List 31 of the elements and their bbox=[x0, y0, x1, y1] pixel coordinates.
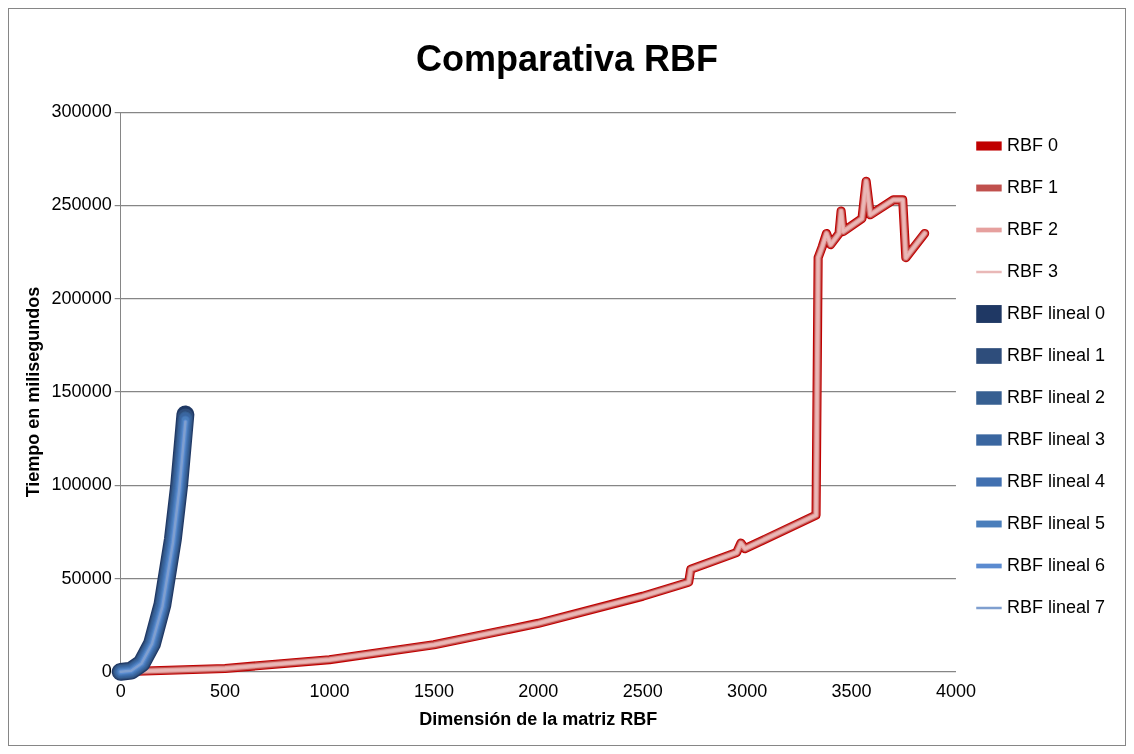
legend-label: RBF lineal 2 bbox=[1006, 386, 1105, 407]
legend-label: RBF lineal 5 bbox=[1006, 512, 1105, 533]
x-tick-label: 3500 bbox=[831, 680, 872, 701]
x-tick-label: 2500 bbox=[622, 680, 663, 701]
y-tick-label: 100000 bbox=[51, 474, 112, 495]
legend-label: RBF lineal 1 bbox=[1006, 344, 1105, 365]
y-tick-label: 50000 bbox=[61, 567, 112, 588]
x-tick-label: 500 bbox=[210, 680, 241, 701]
y-tick-label: 150000 bbox=[51, 380, 112, 401]
legend-label: RBF lineal 0 bbox=[1006, 302, 1105, 323]
y-tick-label: 250000 bbox=[51, 194, 112, 215]
legend-label: RBF lineal 3 bbox=[1006, 428, 1105, 449]
legend-label: RBF 3 bbox=[1006, 260, 1058, 281]
x-tick-label: 3000 bbox=[727, 680, 768, 701]
x-tick-label: 1500 bbox=[413, 680, 454, 701]
x-axis-title: Dimensión de la matriz RBF bbox=[419, 709, 658, 730]
x-tick-label: 2000 bbox=[518, 680, 559, 701]
y-tick-label: 200000 bbox=[51, 287, 112, 308]
x-tick-label: 4000 bbox=[935, 680, 976, 701]
legend-label: RBF 0 bbox=[1006, 134, 1058, 155]
y-axis-title: Tiempo en milisegundos bbox=[22, 286, 43, 498]
x-tick-label: 0 bbox=[115, 680, 126, 701]
legend-label: RBF lineal 7 bbox=[1006, 596, 1105, 617]
legend-label: RBF lineal 6 bbox=[1006, 554, 1105, 575]
x-tick-label: 1000 bbox=[309, 680, 350, 701]
legend-label: RBF lineal 4 bbox=[1006, 470, 1105, 491]
y-tick-label: 300000 bbox=[51, 101, 112, 122]
legend-label: RBF 1 bbox=[1006, 176, 1058, 197]
legend-label: RBF 2 bbox=[1006, 218, 1058, 239]
y-tick-label: 0 bbox=[101, 660, 112, 681]
chart-title: Comparativa RBF bbox=[415, 37, 719, 79]
